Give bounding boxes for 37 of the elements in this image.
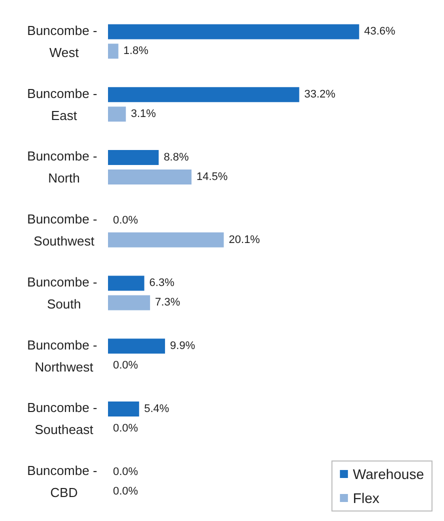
data-label: 9.9%: [170, 340, 196, 352]
bar: [108, 232, 224, 248]
data-label: 6.3%: [149, 277, 175, 290]
data-label: 0.0%: [113, 214, 138, 226]
bar: [108, 44, 118, 59]
legend-label: Flex: [352, 490, 380, 506]
data-label: 43.6%: [364, 26, 396, 38]
bar: [108, 150, 159, 165]
data-label: 33.2%: [304, 88, 336, 101]
data-label: 3.1%: [130, 108, 156, 120]
y-tick-label: Buncombe - North: [27, 148, 101, 186]
y-tick-label: Buncombe - CBD: [27, 463, 101, 500]
y-tick-label: Buncombe - West: [27, 22, 101, 60]
bar: [108, 276, 144, 291]
data-label: 7.3%: [155, 296, 180, 309]
data-label: 14.5%: [196, 170, 228, 183]
bar: [108, 295, 150, 310]
data-label: 0.0%: [113, 466, 138, 478]
bar: [108, 169, 192, 184]
bar: [108, 338, 166, 354]
data-label: 20.1%: [228, 234, 260, 246]
bar: [108, 24, 360, 40]
y-tick-label: Buncombe - Southeast: [27, 400, 101, 438]
y-tick-label: Buncombe - South: [27, 274, 101, 312]
y-tick-label: Buncombe - Southwest: [27, 212, 101, 249]
data-label: 0.0%: [113, 485, 138, 498]
data-label: 1.8%: [123, 45, 149, 58]
data-label: 0.0%: [113, 422, 138, 434]
data-label: 5.4%: [144, 402, 170, 415]
bar: [108, 87, 300, 102]
bar: [108, 106, 126, 122]
data-label: 0.0%: [113, 360, 138, 372]
legend-label: Warehouse: [352, 466, 424, 482]
bar: [108, 401, 140, 416]
data-label: 8.8%: [164, 151, 189, 164]
y-tick-label: Buncombe - East: [27, 86, 101, 123]
y-tick-label: Buncombe - Northwest: [27, 337, 101, 374]
